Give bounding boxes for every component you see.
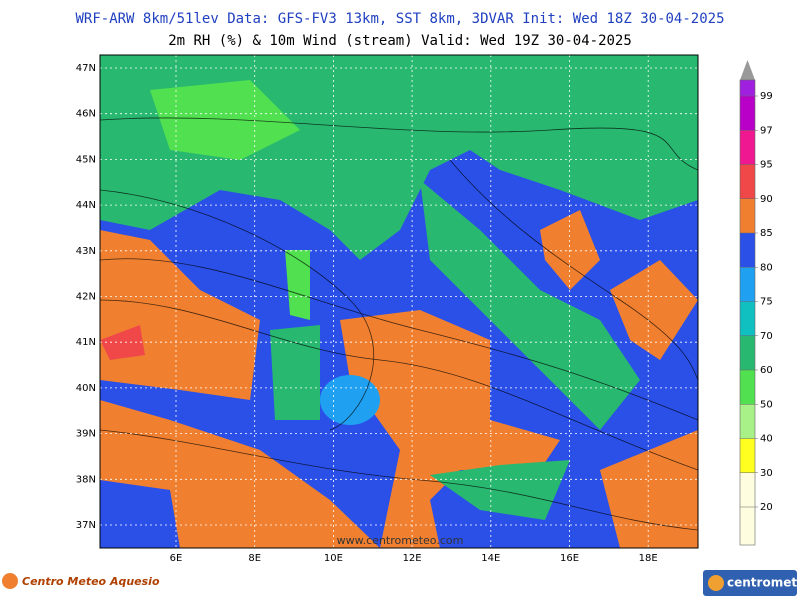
colorbar-label: 99 [760, 91, 773, 102]
longitude-label: 14E [481, 553, 500, 564]
latitude-label: 37N [76, 520, 96, 531]
longitude-label: 12E [403, 553, 422, 564]
colorbar-segment [740, 335, 755, 370]
latitude-label: 44N [76, 200, 96, 211]
colorbar-label: 90 [760, 194, 773, 205]
colorbar-segment [740, 164, 755, 199]
colorbar-segment [740, 472, 755, 507]
colorbar: 20 30 40 50 60 70 75 80 85 90 95 97 99 [739, 60, 773, 546]
colorbar-label: 30 [760, 468, 773, 479]
latitude-label: 47N [76, 63, 96, 74]
colorbar-frame [739, 79, 756, 546]
colorbar-segment [740, 404, 755, 439]
longitude-label: 18E [639, 553, 658, 564]
latitude-label: 42N [76, 292, 96, 303]
footer-right: centrometeo [727, 576, 800, 590]
colorbar-segment [740, 233, 755, 268]
footer-right-logo [703, 570, 797, 596]
longitude-label: 8E [248, 553, 261, 564]
colorbar-label: 85 [760, 228, 773, 239]
colorbar-label: 60 [760, 365, 773, 376]
footer-left-logo [2, 573, 18, 589]
colorbar-segment [740, 267, 755, 302]
latitude-label: 38N [76, 474, 96, 485]
latitude-label: 43N [76, 246, 96, 257]
colorbar-label: 97 [760, 125, 773, 136]
latitude-label: 46N [76, 109, 96, 120]
colorbar-label: 95 [760, 160, 773, 171]
graticule [100, 55, 698, 548]
footer-left: Centro Meteo Aquesio [22, 575, 160, 588]
map [100, 55, 698, 548]
longitude-label: 6E [170, 553, 183, 564]
colorbar-segment [740, 507, 755, 545]
header-line1: WRF-ARW 8km/51lev Data: GFS-FV3 13km, SS… [75, 11, 724, 27]
colorbar-arrow [740, 60, 755, 80]
colorbar-label: 80 [760, 262, 773, 273]
colorbar-segment [740, 438, 755, 473]
colorbar-label: 50 [760, 399, 773, 410]
colorbar-segment [740, 80, 755, 96]
map-frame [99, 54, 699, 549]
colorbar-segment [740, 130, 755, 165]
longitude-label: 10E [324, 553, 343, 564]
latitude-label: 39N [76, 429, 96, 440]
colorbar-label: 40 [760, 434, 773, 445]
footer-right-icon [708, 575, 724, 591]
colorbar-segment [740, 96, 755, 131]
colorbar-label: 70 [760, 331, 773, 342]
latitude-label: 40N [76, 383, 96, 394]
latitude-label: 41N [76, 337, 96, 348]
colorbar-segment [740, 370, 755, 405]
colorbar-segment [740, 198, 755, 233]
colorbar-label: 20 [760, 502, 773, 513]
colorbar-segment [740, 301, 755, 336]
longitude-label: 16E [560, 553, 579, 564]
colorbar-label: 75 [760, 297, 773, 308]
header-line2: 2m RH (%) & 10m Wind (stream) Valid: Wed… [168, 33, 632, 49]
latitude-label: 45N [76, 154, 96, 165]
watermark: www.centrometeo.com [337, 534, 464, 547]
